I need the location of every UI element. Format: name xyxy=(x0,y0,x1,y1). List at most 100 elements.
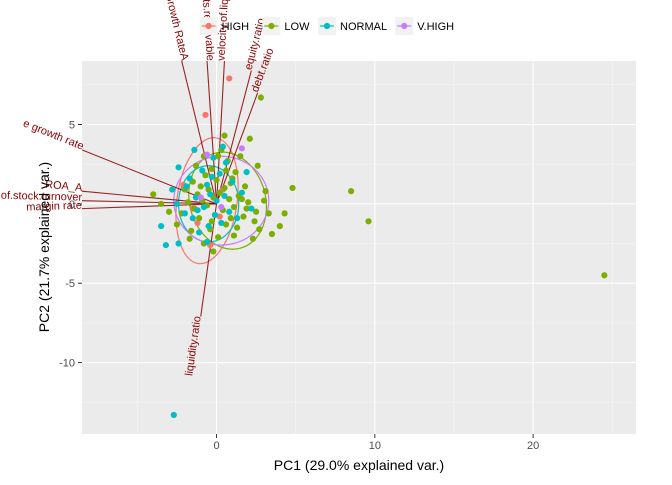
point-low xyxy=(226,195,233,203)
point-low xyxy=(173,221,181,228)
loading-label: margin rate xyxy=(26,200,82,214)
legend-label: HIGH xyxy=(222,21,250,33)
point-normal xyxy=(191,146,198,153)
point-low xyxy=(186,235,193,242)
point-low xyxy=(196,215,203,222)
loading-arrow xyxy=(81,200,217,205)
y-axis-ticks: -10 -5 0 5 xyxy=(59,119,82,370)
point-v-high xyxy=(238,145,245,152)
point-normal xyxy=(248,205,255,212)
legend-item-v-high: V.HIGH xyxy=(395,17,454,35)
loading-label: ROA_A xyxy=(45,179,84,195)
point-low xyxy=(216,189,223,196)
loading-arrow xyxy=(181,60,218,204)
loading-arrow xyxy=(81,190,217,205)
loading-label: e.of.stock.turnover xyxy=(0,189,83,203)
point-normal xyxy=(205,222,212,230)
y-tick-label: 0 xyxy=(69,199,75,211)
loading-label: velocity.of.liqu xyxy=(215,0,231,61)
point-normal xyxy=(216,170,223,177)
point-normal xyxy=(196,229,203,236)
point-normal xyxy=(226,208,233,215)
point-normal xyxy=(158,222,165,230)
x-axis-label: PC1 (29.0% explained var.) xyxy=(274,457,444,473)
legend-key-point xyxy=(323,22,331,30)
point-low xyxy=(221,184,228,192)
point-normal xyxy=(219,143,226,150)
point-normal xyxy=(173,200,181,207)
point-low xyxy=(234,224,241,231)
point-low xyxy=(222,221,230,228)
legend-label: V.HIGH xyxy=(417,21,454,33)
point-v-high xyxy=(218,203,225,211)
point-low xyxy=(230,232,238,239)
point-low xyxy=(208,218,215,225)
point-low xyxy=(215,234,222,241)
major-gridlines xyxy=(82,61,636,434)
y-axis-label: PC2 (21.7% explained var.) xyxy=(36,162,52,332)
point-low xyxy=(276,222,283,230)
point-normal xyxy=(243,169,250,176)
point-low xyxy=(197,183,204,190)
loading-arrow xyxy=(216,70,252,204)
point-low xyxy=(260,197,268,204)
point-normal xyxy=(194,207,201,214)
point-low xyxy=(158,200,165,207)
point-low xyxy=(243,205,250,212)
point-normal xyxy=(175,240,182,247)
legend-key-point xyxy=(401,22,408,30)
point-normal xyxy=(199,167,206,174)
loading-label: e growth rate xyxy=(21,118,85,153)
point-low xyxy=(245,199,252,206)
point-low xyxy=(215,153,222,160)
point-low xyxy=(210,248,217,255)
point-normal xyxy=(234,215,241,222)
loading-arrow xyxy=(81,203,217,210)
point-low xyxy=(601,272,608,279)
loading-arrow xyxy=(81,149,217,205)
point-low xyxy=(150,191,157,198)
point-low xyxy=(230,203,238,211)
point-low xyxy=(257,94,264,101)
x-tick-label: 0 xyxy=(213,440,219,452)
y-tick-label: -5 xyxy=(65,278,75,290)
point-low xyxy=(237,153,244,160)
legend-label: NORMAL xyxy=(340,21,387,33)
point-high xyxy=(194,219,201,226)
point-low xyxy=(213,176,220,184)
legend-item-low: LOW xyxy=(262,17,310,35)
point-low xyxy=(221,132,228,139)
y-tick-label: 5 xyxy=(69,119,75,131)
point-normal xyxy=(211,211,219,219)
legend-key-point xyxy=(205,22,212,30)
point-low xyxy=(240,213,247,220)
point-normal xyxy=(238,189,245,196)
minor-gridlines xyxy=(82,61,636,434)
point-normal xyxy=(222,159,230,166)
point-normal xyxy=(207,191,214,198)
point-low xyxy=(262,188,269,195)
point-low xyxy=(241,183,249,190)
point-normal xyxy=(210,154,217,161)
point-high xyxy=(216,213,223,220)
point-low xyxy=(227,215,234,222)
point-low xyxy=(251,218,258,225)
point-low xyxy=(265,210,272,217)
legend-key-point xyxy=(268,22,275,30)
legend-label: LOW xyxy=(284,21,310,33)
point-normal xyxy=(203,238,211,246)
y-tick-label: -10 xyxy=(59,358,75,370)
point-low xyxy=(222,167,230,174)
point-low xyxy=(165,208,173,215)
x-tick-label: 10 xyxy=(369,440,381,452)
loading-label: sets Growth RateA xyxy=(157,0,191,62)
ellipse-high xyxy=(175,137,239,265)
x-axis-ticks: 0 10 20 xyxy=(213,434,539,452)
point-v-high xyxy=(203,151,211,158)
point-low xyxy=(188,227,195,234)
point-low xyxy=(289,184,296,192)
point-v-high xyxy=(197,194,204,201)
point-low xyxy=(184,199,192,206)
